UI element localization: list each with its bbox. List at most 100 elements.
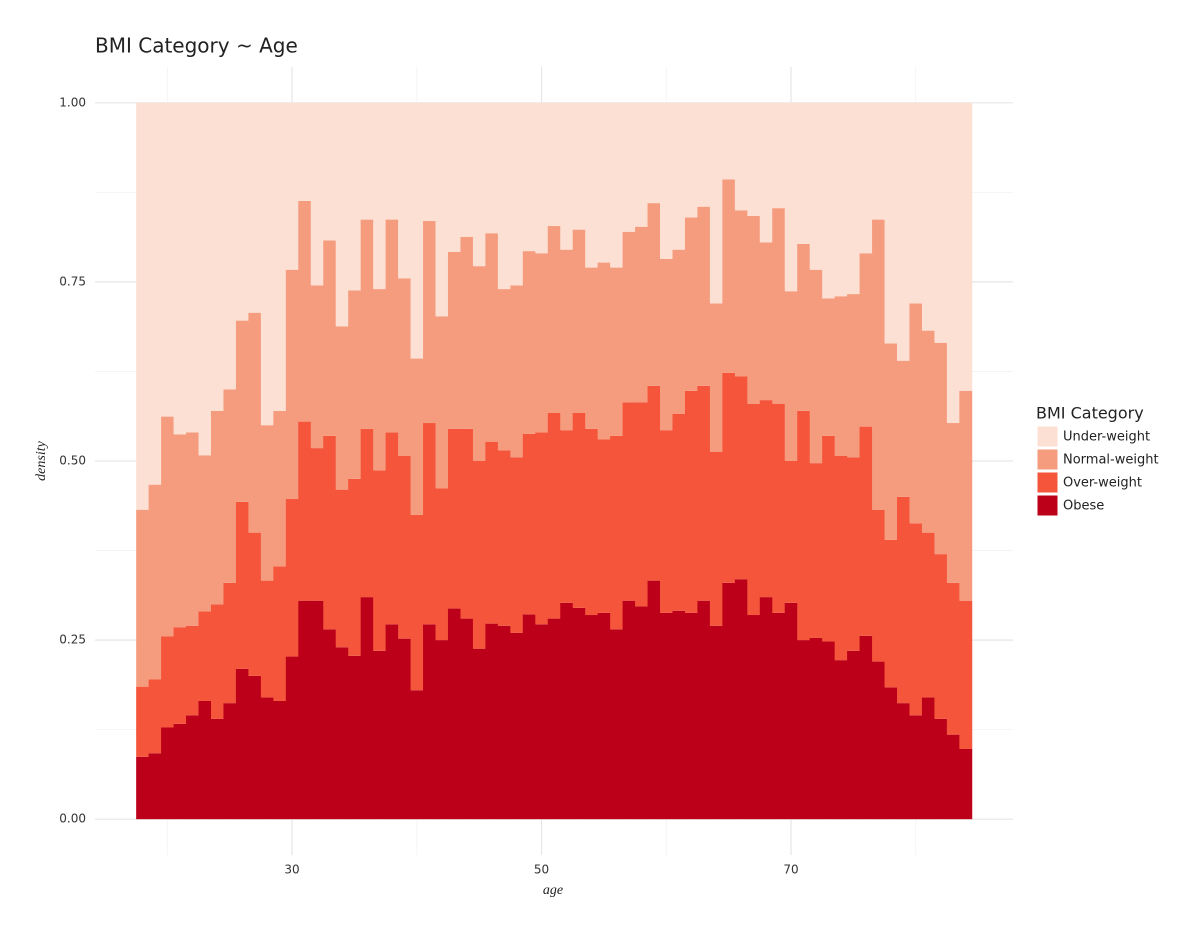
bar-segment bbox=[809, 637, 823, 820]
y-tick-label: 0.00 bbox=[59, 812, 86, 826]
legend-key bbox=[1036, 471, 1059, 494]
x-tick-label: 50 bbox=[534, 863, 549, 877]
bar-segment bbox=[734, 376, 748, 580]
bar-segment bbox=[148, 102, 162, 485]
bar-segment bbox=[859, 102, 873, 254]
bar-segment bbox=[260, 425, 274, 581]
bar-segment bbox=[235, 102, 249, 321]
bar-segment bbox=[510, 457, 524, 633]
bar-segment bbox=[161, 727, 174, 820]
bar-segment bbox=[909, 715, 923, 820]
bar-segment bbox=[198, 102, 212, 456]
bar-segment bbox=[460, 618, 474, 820]
bar-segment bbox=[348, 478, 362, 656]
bar-segment bbox=[647, 102, 661, 204]
bar-segment bbox=[585, 102, 599, 268]
bar-segment bbox=[497, 625, 511, 820]
bar-segment bbox=[585, 615, 599, 820]
bar-segment bbox=[909, 102, 923, 304]
bar-segment bbox=[385, 432, 399, 625]
bar-segment bbox=[759, 400, 773, 598]
bar-segment bbox=[373, 289, 387, 471]
bar-segment bbox=[472, 648, 486, 820]
bar-segment bbox=[186, 625, 199, 716]
bar-segment bbox=[186, 715, 199, 820]
bar-segment bbox=[348, 655, 362, 820]
bar-segment bbox=[560, 602, 574, 820]
bar-segment bbox=[859, 635, 873, 820]
bar-segment bbox=[560, 249, 574, 431]
legend-key bbox=[1036, 448, 1059, 471]
bar-segment bbox=[622, 600, 636, 820]
bar-segment bbox=[697, 600, 711, 820]
bar-segment bbox=[909, 303, 923, 524]
bar-segment bbox=[485, 102, 499, 234]
y-axis-title: density bbox=[34, 440, 49, 480]
bar-segment bbox=[161, 102, 174, 417]
bar-segment bbox=[373, 102, 387, 290]
bar-segment bbox=[934, 342, 948, 555]
bar-segment bbox=[323, 629, 337, 820]
bar-segment bbox=[921, 697, 935, 820]
bar-segment bbox=[872, 102, 885, 220]
bar-segment bbox=[610, 629, 624, 820]
bar-segment bbox=[759, 242, 773, 401]
bar-segment bbox=[597, 262, 611, 440]
bar-segment bbox=[223, 703, 237, 820]
bar-segment bbox=[423, 624, 436, 820]
bar-segment bbox=[522, 251, 536, 434]
bar-segment bbox=[722, 179, 736, 373]
bar-segment bbox=[622, 102, 636, 232]
bar-segment bbox=[210, 604, 224, 719]
bar-segment bbox=[697, 206, 711, 386]
bar-segment bbox=[635, 102, 648, 227]
bar-segment bbox=[547, 413, 561, 619]
bar-segment bbox=[610, 102, 624, 268]
y-tick-label: 0.25 bbox=[59, 633, 86, 647]
bar-segment bbox=[622, 231, 636, 403]
bar-segment bbox=[136, 102, 150, 510]
bar-segment bbox=[709, 625, 723, 820]
bar-segment bbox=[897, 496, 910, 704]
bar-segment bbox=[460, 428, 474, 619]
bar-segment bbox=[435, 488, 449, 641]
bar-segment bbox=[672, 102, 686, 250]
bar-segment bbox=[460, 236, 474, 429]
bar-segment bbox=[485, 623, 499, 820]
bar-segment bbox=[223, 102, 237, 390]
bar-segment bbox=[136, 509, 150, 687]
bar-segment bbox=[161, 416, 174, 637]
bar-segment bbox=[622, 402, 636, 601]
bar-segment bbox=[747, 615, 761, 820]
legend-label: Under-weight bbox=[1063, 430, 1150, 445]
legend-label: Over-weight bbox=[1063, 476, 1142, 491]
bar-segment bbox=[647, 385, 661, 581]
bars bbox=[136, 102, 973, 820]
bar-segment bbox=[398, 278, 411, 456]
bar-segment bbox=[248, 102, 262, 313]
bar-segment bbox=[472, 461, 486, 649]
bar-segment bbox=[460, 102, 474, 237]
x-axis-title: age bbox=[543, 883, 563, 898]
bar-segment bbox=[672, 413, 686, 611]
chart-title: BMI Category ~ Age bbox=[95, 34, 298, 58]
legend-key bbox=[1036, 494, 1059, 517]
bar-segment bbox=[747, 403, 761, 616]
bar-segment bbox=[734, 102, 748, 211]
bar-segment bbox=[859, 253, 873, 427]
bar-segment bbox=[472, 266, 486, 461]
bar-segment bbox=[946, 102, 960, 424]
bar-segment bbox=[809, 269, 823, 464]
bar-segment bbox=[186, 102, 199, 433]
bar-segment bbox=[398, 455, 411, 639]
bar-segment bbox=[223, 389, 237, 583]
bar-segment bbox=[547, 226, 561, 414]
bar-segment bbox=[510, 285, 524, 458]
legend-title: BMI Category bbox=[1036, 404, 1144, 423]
bar-segment bbox=[260, 580, 274, 698]
bar-segment bbox=[385, 219, 399, 433]
bar-segment bbox=[423, 221, 436, 424]
x-tick-label: 70 bbox=[783, 863, 798, 877]
bar-segment bbox=[373, 470, 387, 651]
bar-segment bbox=[684, 217, 698, 391]
